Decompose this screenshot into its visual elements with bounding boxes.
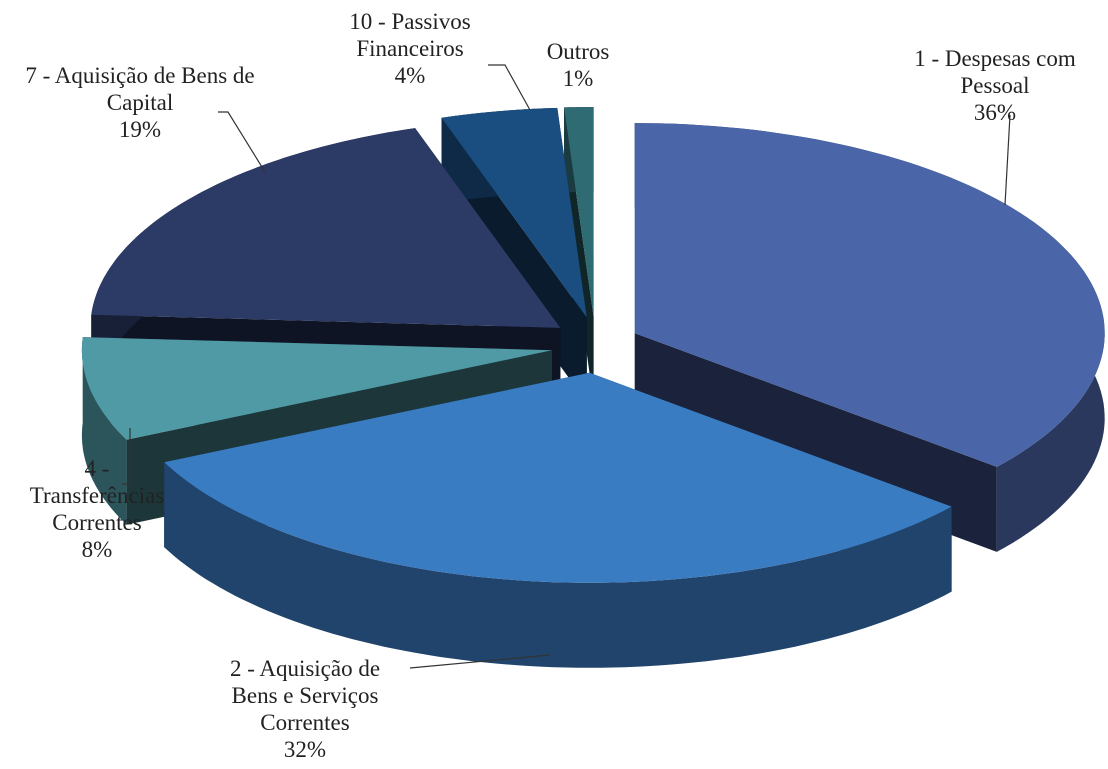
category-label: 4 - Transferências Correntes [29, 456, 165, 535]
category-label: 2 - Aquisição de Bens e Serviços Corrent… [229, 656, 381, 735]
slice-label: 4 - Transferências Correntes 8% [22, 455, 172, 563]
slice-label: 2 - Aquisição de Bens e Serviços Corrent… [205, 655, 405, 763]
leader-line [122, 428, 131, 485]
value-label: 4% [394, 63, 426, 88]
slice-label: 10 - Passivos Financeiros 4% [320, 8, 500, 89]
pie-slice [164, 372, 952, 583]
value-label: 19% [118, 117, 162, 142]
value-label: 8% [81, 537, 113, 562]
value-label: 1% [562, 66, 594, 91]
pie-slice [81, 337, 552, 440]
leader-line [409, 654, 551, 669]
value-label: 36% [973, 100, 1017, 125]
category-label: Outros [546, 39, 610, 64]
slice-wall [81, 337, 127, 525]
category-label: 1 - Despesas com Pessoal [914, 46, 1076, 98]
value-label: 32% [283, 737, 327, 762]
slice-label: Outros 1% [538, 38, 618, 92]
pie-slice [441, 107, 587, 318]
category-label: 10 - Passivos Financeiros [349, 9, 471, 61]
leader-line [488, 64, 531, 111]
leader-line [218, 111, 266, 173]
pie-slice [634, 123, 1105, 467]
pie-slice [91, 128, 561, 328]
slice-label: 7 - Aquisição de Bens de Capital 19% [20, 62, 260, 143]
slice-label: 1 - Despesas com Pessoal 36% [895, 45, 1095, 126]
category-label: 7 - Aquisição de Bens de Capital [25, 63, 255, 115]
pie-slice [564, 107, 594, 318]
slice-wall [164, 462, 952, 668]
leader-line [1004, 114, 1011, 206]
